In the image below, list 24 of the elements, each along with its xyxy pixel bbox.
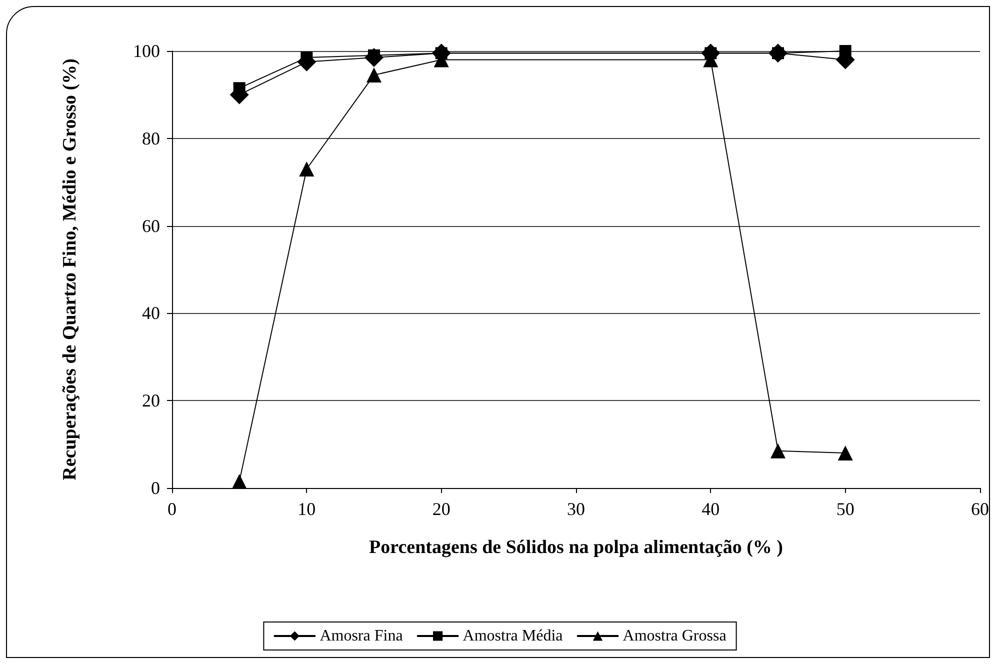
x-tick-label: 40: [702, 499, 720, 519]
y-tick-label: 80: [142, 128, 160, 148]
point: [366, 68, 382, 83]
x-tick-label: 50: [836, 499, 854, 519]
legend-label: Amostra Grossa: [622, 628, 726, 644]
y-tick-label: 40: [142, 303, 160, 324]
x-tick-label: 60: [971, 499, 989, 519]
y-tick-label: 100: [133, 41, 160, 61]
y-tick-label: 0: [151, 478, 160, 498]
x-tick-label: 10: [298, 499, 316, 519]
legend-label: Amosra Fina: [320, 628, 403, 644]
point: [839, 45, 852, 57]
y-tick-label: 60: [142, 216, 160, 236]
y-axis-title: Recuperações de Quartzo Fino, Médio e Grosso (%): [60, 58, 80, 480]
point: [838, 446, 853, 461]
point: [232, 474, 247, 489]
point: [299, 161, 314, 176]
x-tick-label: 30: [567, 499, 585, 519]
y-tick-label: 20: [142, 390, 160, 411]
x-tick-label: 20: [432, 499, 450, 519]
point: [770, 443, 786, 458]
x-axis-title: Porcentagens de Sólidos na polpa alimentação (% ): [369, 537, 783, 558]
x-tick-label: 0: [168, 499, 176, 519]
legend-label: Amostra Média: [462, 628, 563, 644]
